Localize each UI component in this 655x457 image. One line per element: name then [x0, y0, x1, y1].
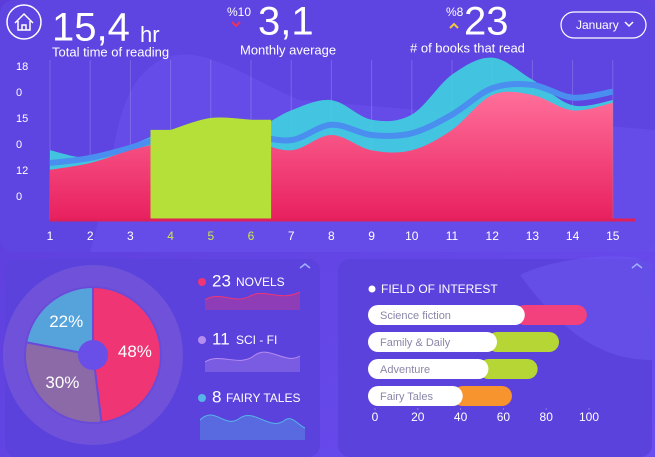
- slice-label: 48%: [118, 342, 152, 361]
- legend-dot: [198, 278, 206, 286]
- x-tick-label: 60: [497, 410, 511, 424]
- dropdown-box: [560, 11, 647, 39]
- x-tick-label: 0: [372, 410, 379, 424]
- slice-label: 30%: [45, 373, 79, 392]
- stat-unit: hr: [140, 22, 160, 47]
- decor: [520, 256, 652, 360]
- x-tick-label: 100: [579, 410, 599, 424]
- home-ring: [6, 4, 42, 40]
- x-tick-label: 5: [207, 229, 214, 243]
- slice-label: 22%: [49, 312, 83, 331]
- pie-hole: [78, 340, 108, 370]
- stat-label: Monthly average: [240, 42, 336, 57]
- bar-label: Fairy Tales: [380, 391, 433, 403]
- x-tick-label: 80: [540, 410, 554, 424]
- x-tick-label: 2: [87, 229, 94, 243]
- bar-segment: [368, 332, 497, 352]
- x-tick-label: 9: [368, 229, 375, 243]
- stat-value: 23: [464, 0, 509, 44]
- x-tick-label: 7: [288, 229, 295, 243]
- legend-count: 8: [212, 387, 221, 406]
- bar-label: Science fiction: [380, 310, 451, 322]
- x-tick-label: 3: [127, 229, 134, 243]
- sparkline: [205, 352, 300, 372]
- bar-segment: [368, 386, 463, 406]
- month-dropdown[interactable]: January: [560, 11, 647, 39]
- legend-dot: [198, 336, 206, 344]
- pie-slice: [92, 285, 162, 424]
- down-arrow: [231, 21, 241, 28]
- chevron: [624, 21, 634, 28]
- bar-segment: [452, 386, 512, 406]
- legend-count: 11: [212, 329, 230, 348]
- legend-dot: [198, 394, 206, 402]
- sparkline: [200, 415, 305, 440]
- y-label: 0: [16, 87, 22, 99]
- x-tick-label: 6: [248, 229, 255, 243]
- stat-label: Total time of reading: [52, 44, 169, 59]
- stat-label: # of books that read: [410, 40, 525, 55]
- y-label: 12: [16, 165, 28, 177]
- x-tick-label: 40: [454, 410, 468, 424]
- bar-segment: [514, 305, 587, 325]
- x-tick-label: 13: [526, 229, 540, 243]
- x-tick-label: 14: [566, 229, 580, 243]
- sparkline: [199, 414, 306, 429]
- bar-label: Adventure: [380, 364, 430, 376]
- stat-change: %10: [227, 5, 251, 19]
- legend-label: SCI - FI: [236, 333, 277, 347]
- stat-change: %8: [446, 5, 464, 19]
- bar-segment: [368, 359, 489, 379]
- y-label: 15: [16, 113, 28, 125]
- legend-count: 23: [212, 271, 231, 290]
- x-tick-label: 20: [411, 410, 425, 424]
- bar-label: Family & Daily: [380, 337, 451, 349]
- y-label: 0: [16, 139, 22, 151]
- x-tick-label: 11: [446, 229, 459, 243]
- chart-title: FIELD OF INTEREST: [381, 282, 498, 296]
- bar-segment: [368, 305, 525, 325]
- y-label: 0: [16, 191, 22, 203]
- stat-value: 3,1: [258, 0, 314, 44]
- x-tick-label: 15: [606, 229, 620, 243]
- home-button[interactable]: [6, 4, 42, 40]
- bar-segment: [486, 332, 560, 352]
- x-tick-label: 12: [486, 229, 500, 243]
- x-tick-label: 1: [47, 229, 54, 243]
- area: [150, 117, 272, 220]
- sparkline: [204, 351, 301, 363]
- stat-value: 15,4: [52, 6, 130, 50]
- sparkline: [205, 292, 300, 310]
- title-dot: [368, 285, 376, 293]
- sparkline: [204, 291, 301, 301]
- dropdown-label: January: [576, 18, 619, 32]
- pie-slice: [25, 285, 94, 357]
- collapse-icon[interactable]: [299, 263, 643, 269]
- legend-label: NOVELS: [236, 275, 285, 289]
- line: [49, 80, 614, 167]
- home-icon: [14, 12, 34, 31]
- legend-label: FAIRY TALES: [226, 391, 300, 405]
- x-tick-label: 4: [167, 229, 174, 243]
- y-label: 18: [16, 61, 28, 73]
- x-tick-label: 8: [328, 229, 335, 243]
- up-arrow: [449, 22, 459, 29]
- bar-segment: [478, 359, 538, 379]
- x-tick-label: 10: [405, 229, 419, 243]
